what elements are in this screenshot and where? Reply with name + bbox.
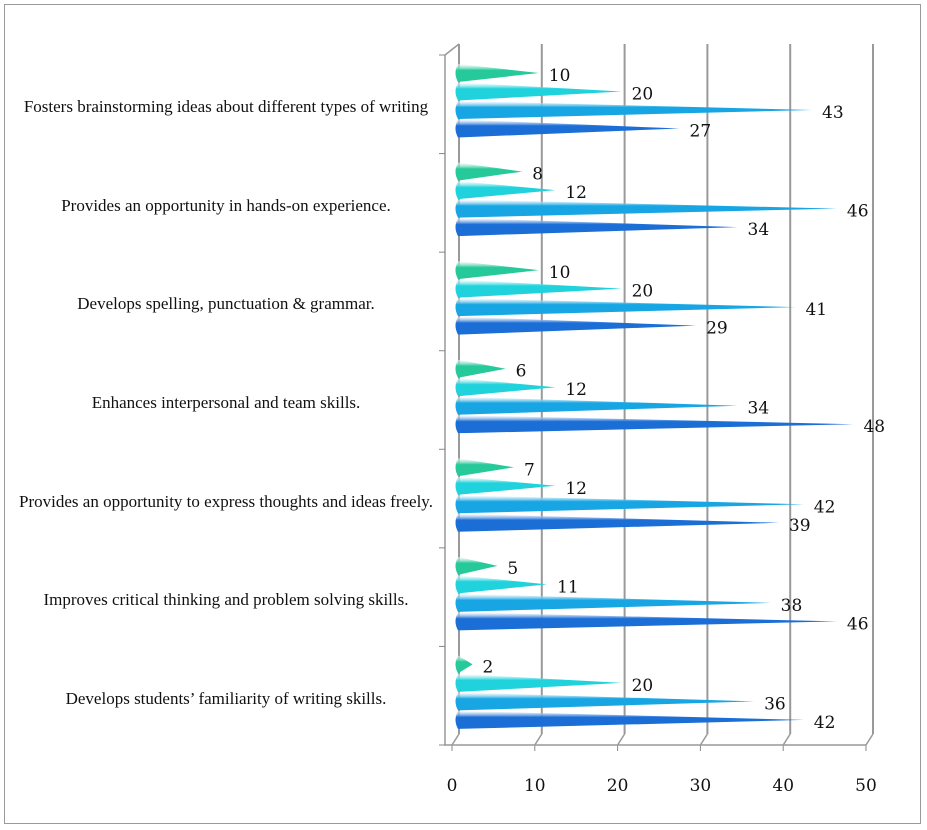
cone-bar: [455, 495, 804, 514]
floor-gridline: [699, 733, 709, 746]
category-label: Enhances interpersonal and team skills.: [91, 393, 361, 412]
cone-bar: [455, 64, 539, 82]
data-label: 11: [557, 577, 579, 597]
data-label: 27: [690, 122, 712, 142]
x-tick-label: 40: [772, 776, 794, 796]
data-label: 34: [748, 220, 770, 240]
cone-bar: [455, 119, 680, 138]
category-label: Improves critical thinking and problem s…: [43, 590, 409, 610]
cone-bar: [455, 575, 548, 594]
x-tick-label: 50: [855, 776, 877, 796]
data-label: 7: [524, 460, 535, 480]
cone-bar: [455, 476, 556, 495]
data-label: 8: [532, 165, 543, 185]
data-label: 48: [863, 417, 885, 437]
data-label: 20: [632, 85, 654, 105]
cone-bar: [455, 673, 622, 692]
cone-bar: [455, 396, 738, 415]
floor-gridline: [616, 733, 626, 746]
data-label: 6: [516, 362, 527, 382]
cone-bar: [455, 378, 556, 397]
cone-bar: [455, 316, 697, 335]
data-label: 10: [549, 66, 571, 86]
data-label: 10: [549, 263, 571, 283]
data-label: 43: [822, 103, 844, 123]
floor-gridline: [534, 733, 543, 746]
data-label: 2: [483, 657, 494, 677]
data-label: 46: [847, 202, 869, 222]
data-label: 46: [847, 614, 869, 634]
data-label: 38: [781, 596, 803, 616]
cone-bar: [455, 593, 771, 612]
cone-bar: [455, 279, 622, 298]
floor-gridline: [451, 733, 460, 746]
cone-bar: [455, 162, 523, 181]
cone-bar: [455, 612, 837, 631]
data-label: 29: [706, 319, 728, 339]
cone-bar: [455, 101, 813, 119]
cone-bar: [455, 513, 779, 532]
cone-bar: [455, 359, 506, 378]
data-label: 12: [565, 183, 587, 203]
data-label: 42: [814, 497, 836, 517]
cone-bar: [455, 82, 622, 101]
data-label: 20: [632, 676, 654, 696]
category-label: Develops spelling, punctuation & grammar…: [77, 294, 375, 314]
cone-bar: [455, 415, 854, 434]
category-label: Provides an opportunity in hands-on expe…: [61, 195, 391, 215]
data-label: 39: [789, 516, 811, 536]
x-tick-label: 10: [524, 776, 546, 796]
x-tick-label: 0: [447, 776, 458, 796]
cone-bar: [455, 298, 796, 317]
category-label: Provides an opportunity to express thoug…: [19, 491, 433, 511]
data-label: 42: [814, 713, 836, 733]
cone-bar: [455, 710, 804, 729]
data-label: 12: [565, 479, 587, 499]
data-label: 5: [507, 559, 518, 579]
floor-gridline: [782, 733, 791, 746]
cone-bar: [455, 458, 514, 477]
y-axis-top: [444, 43, 460, 56]
data-label: 12: [565, 380, 587, 400]
cone-bar: [455, 199, 837, 218]
cone-bar: [455, 655, 473, 674]
cone-bar: [455, 692, 755, 711]
data-label: 36: [764, 694, 786, 714]
cone-bar: [455, 181, 556, 200]
data-label: 34: [748, 399, 770, 419]
x-tick-label: 30: [690, 776, 712, 796]
cone-bar: [455, 556, 498, 575]
data-label: 41: [805, 300, 827, 320]
x-tick-label: 20: [607, 776, 629, 796]
category-label: Fosters brainstorming ideas about differ…: [23, 97, 429, 117]
floor-gridline: [865, 733, 874, 746]
data-label: 20: [632, 282, 654, 302]
cone-bar: [455, 218, 738, 237]
chart-frame: [4, 4, 921, 824]
category-label: Develops students’ familiarity of writin…: [65, 688, 387, 708]
cone-bar: [455, 261, 539, 280]
